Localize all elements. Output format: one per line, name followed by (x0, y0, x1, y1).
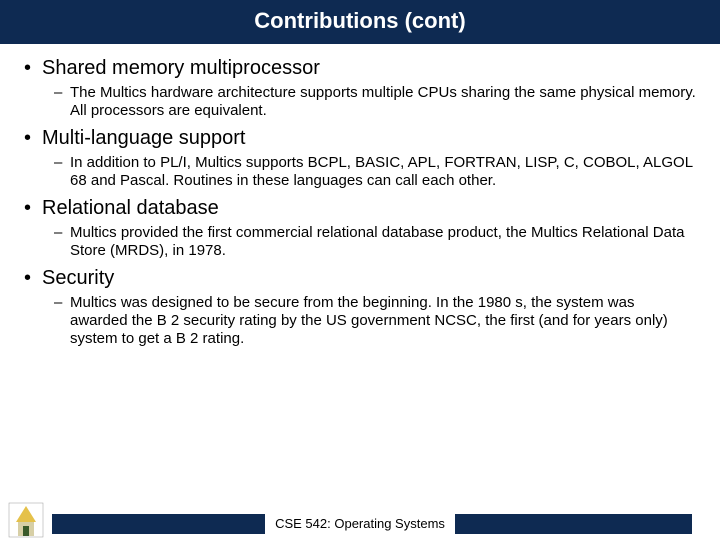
bullet-dash-icon: – (54, 294, 70, 348)
bullet-item: • Multi-language support (24, 126, 696, 150)
bullet-item: • Security (24, 266, 696, 290)
bullet-dash-icon: – (54, 224, 70, 260)
slide-footer: CSE 542: Operating Systems (0, 510, 720, 540)
sub-bullet-item: – Multics was designed to be secure from… (54, 294, 696, 348)
slide-content: • Shared memory multiprocessor – The Mul… (0, 44, 720, 348)
footer-text: CSE 542: Operating Systems (265, 514, 455, 534)
sub-bullet-text: The Multics hardware architecture suppor… (70, 84, 696, 120)
bullet-dash-icon: – (54, 84, 70, 120)
bullet-dash-icon: – (54, 154, 70, 190)
bullet-item: • Relational database (24, 196, 696, 220)
bullet-item: • Shared memory multiprocessor (24, 56, 696, 80)
bullet-dot-icon: • (24, 196, 42, 220)
bullet-dot-icon: • (24, 126, 42, 150)
sub-bullet-text: Multics provided the first commercial re… (70, 224, 696, 260)
footer-text-wrap: CSE 542: Operating Systems (0, 514, 720, 534)
sub-bullet-item: – The Multics hardware architecture supp… (54, 84, 696, 120)
sub-bullet-text: In addition to PL/I, Multics supports BC… (70, 154, 696, 190)
bullet-dot-icon: • (24, 56, 42, 80)
sub-bullet-item: – Multics provided the first commercial … (54, 224, 696, 260)
slide-title-bar: Contributions (cont) (0, 0, 720, 44)
sub-bullet-item: – In addition to PL/I, Multics supports … (54, 154, 696, 190)
slide-title: Contributions (cont) (254, 8, 465, 33)
sub-bullet-text: Multics was designed to be secure from t… (70, 294, 696, 348)
bullet-heading: Shared memory multiprocessor (42, 56, 320, 80)
bullet-heading: Security (42, 266, 114, 290)
bullet-dot-icon: • (24, 266, 42, 290)
bullet-heading: Multi-language support (42, 126, 245, 150)
bullet-heading: Relational database (42, 196, 219, 220)
